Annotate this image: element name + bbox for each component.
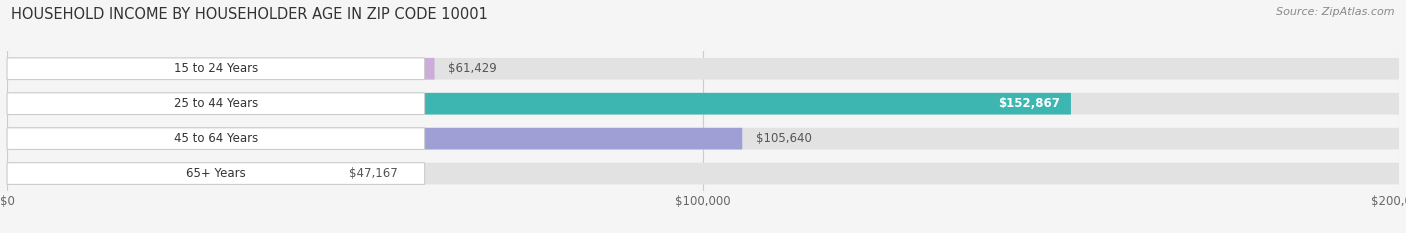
Text: $47,167: $47,167 — [349, 167, 398, 180]
FancyBboxPatch shape — [7, 58, 1399, 80]
FancyBboxPatch shape — [7, 128, 742, 150]
FancyBboxPatch shape — [7, 163, 425, 185]
FancyBboxPatch shape — [7, 93, 1071, 115]
Text: $105,640: $105,640 — [756, 132, 813, 145]
Text: 65+ Years: 65+ Years — [186, 167, 246, 180]
FancyBboxPatch shape — [7, 163, 1399, 185]
FancyBboxPatch shape — [7, 128, 425, 150]
FancyBboxPatch shape — [7, 58, 434, 80]
Text: Source: ZipAtlas.com: Source: ZipAtlas.com — [1277, 7, 1395, 17]
FancyBboxPatch shape — [7, 128, 1399, 150]
FancyBboxPatch shape — [7, 58, 425, 80]
FancyBboxPatch shape — [7, 163, 335, 185]
Text: $152,867: $152,867 — [998, 97, 1060, 110]
Text: $61,429: $61,429 — [449, 62, 498, 75]
FancyBboxPatch shape — [7, 93, 1399, 115]
Text: HOUSEHOLD INCOME BY HOUSEHOLDER AGE IN ZIP CODE 10001: HOUSEHOLD INCOME BY HOUSEHOLDER AGE IN Z… — [11, 7, 488, 22]
Text: 45 to 64 Years: 45 to 64 Years — [174, 132, 257, 145]
FancyBboxPatch shape — [7, 93, 425, 115]
Text: 15 to 24 Years: 15 to 24 Years — [174, 62, 257, 75]
Text: 25 to 44 Years: 25 to 44 Years — [174, 97, 257, 110]
